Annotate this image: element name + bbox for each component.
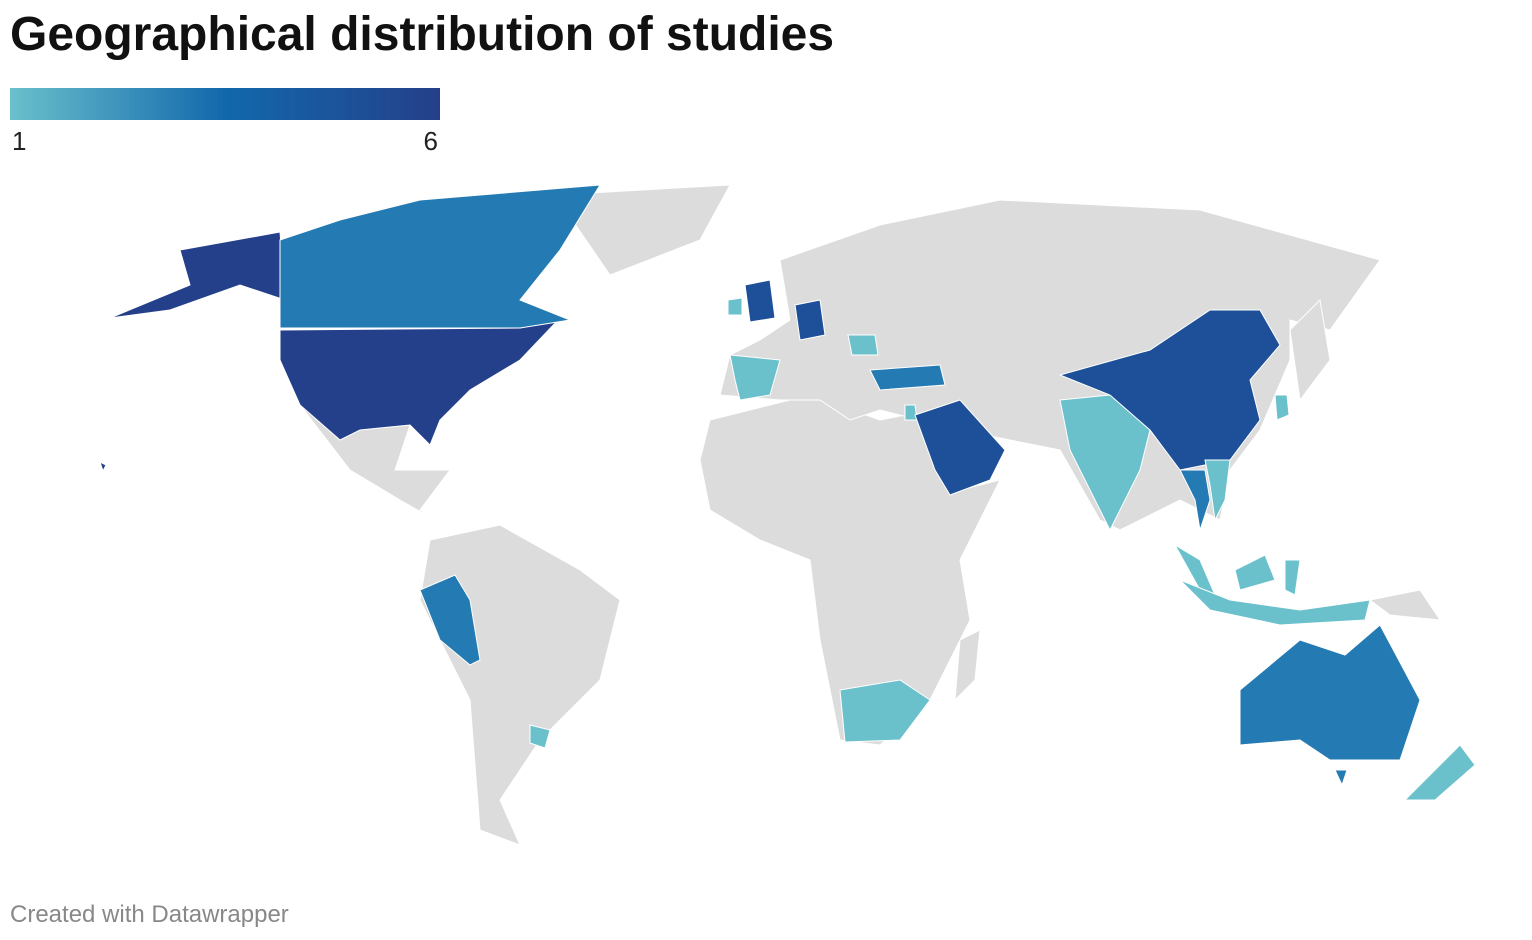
country-region: [914, 399, 1006, 496]
country-region: [1239, 624, 1421, 787]
legend-tick-label: 1: [12, 126, 26, 156]
country-region: [1058, 309, 1281, 471]
country-region: [1274, 394, 1290, 421]
chart-title: Geographical distribution of studies: [10, 8, 834, 61]
country-region: [1179, 469, 1211, 531]
country-region: [1403, 744, 1476, 801]
country-region: [279, 184, 601, 329]
country-region: [794, 299, 826, 341]
country-region: [869, 364, 946, 391]
country-region: [847, 334, 879, 356]
footer-credit: Created with Datawrapper: [10, 901, 289, 928]
country-region: [744, 279, 776, 323]
country-region: [1204, 459, 1231, 522]
legend-tick-label: 6: [424, 126, 438, 156]
country-region: [729, 354, 781, 401]
country-region: [727, 297, 743, 316]
countries: [99, 184, 1476, 801]
country-region: [419, 574, 481, 666]
country-region: [1179, 554, 1371, 626]
country-region: [904, 404, 918, 421]
color-legend: [10, 88, 440, 120]
country-region: [839, 679, 931, 743]
country-region: [529, 724, 551, 749]
